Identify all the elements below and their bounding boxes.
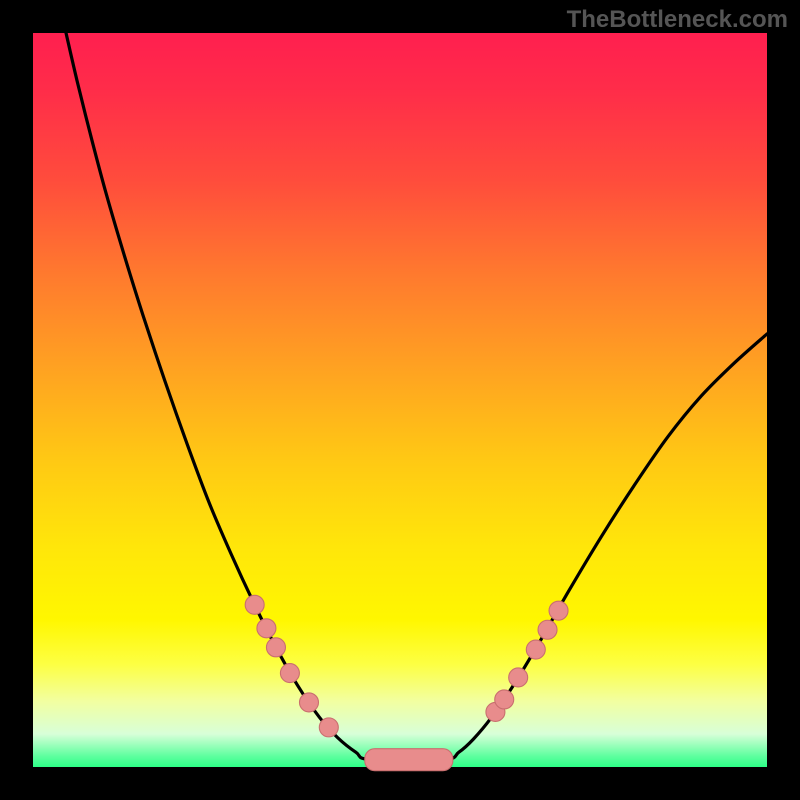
data-point-marker — [549, 601, 568, 620]
data-point-marker — [257, 619, 276, 638]
data-point-marker — [526, 640, 545, 659]
chart-plot-area — [33, 33, 767, 767]
site-watermark: TheBottleneck.com — [567, 6, 788, 34]
data-point-marker — [245, 595, 264, 614]
data-point-marker — [299, 693, 318, 712]
optimal-range-bar — [365, 749, 453, 771]
data-point-marker — [319, 718, 338, 737]
data-point-marker — [509, 668, 528, 687]
data-point-marker — [280, 664, 299, 683]
data-point-marker — [266, 638, 285, 657]
data-point-marker — [538, 620, 557, 639]
data-point-marker — [495, 690, 514, 709]
